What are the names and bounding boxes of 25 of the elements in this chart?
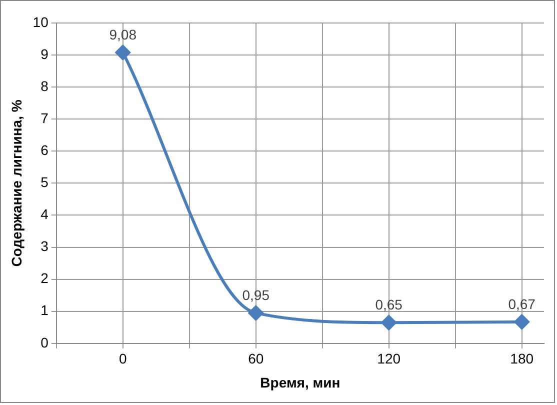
y-tick-label: 1	[40, 302, 49, 318]
y-tick-label: 5	[40, 174, 49, 190]
y-tick-label: 10	[32, 14, 49, 30]
x-tick-label: 0	[118, 350, 127, 367]
data-label: 9,08	[109, 26, 137, 42]
point	[514, 314, 530, 330]
data-label: 0,95	[242, 286, 270, 303]
y-axis-title: Содержание лигнина, %	[8, 99, 24, 267]
x-tick-label: 120	[377, 350, 401, 367]
point	[381, 315, 396, 330]
x-axis-title: Время, мин	[260, 374, 340, 390]
x-tick-label: 180	[510, 350, 534, 367]
y-tick-label: 7	[40, 110, 49, 126]
y-tick-label: 3	[40, 238, 49, 254]
x-tick-label: 60	[248, 350, 264, 367]
data-label: 0,67	[508, 296, 536, 312]
point	[248, 305, 264, 320]
data-label: 0,65	[375, 296, 403, 312]
y-tick-label: 2	[40, 270, 49, 286]
y-tick-label: 6	[40, 142, 49, 158]
y-tick-label: 9	[40, 46, 49, 62]
point	[115, 44, 130, 60]
y-tick-label: 8	[40, 78, 49, 94]
y-tick-label: 0	[40, 334, 49, 350]
y-tick-label: 4	[40, 206, 49, 222]
